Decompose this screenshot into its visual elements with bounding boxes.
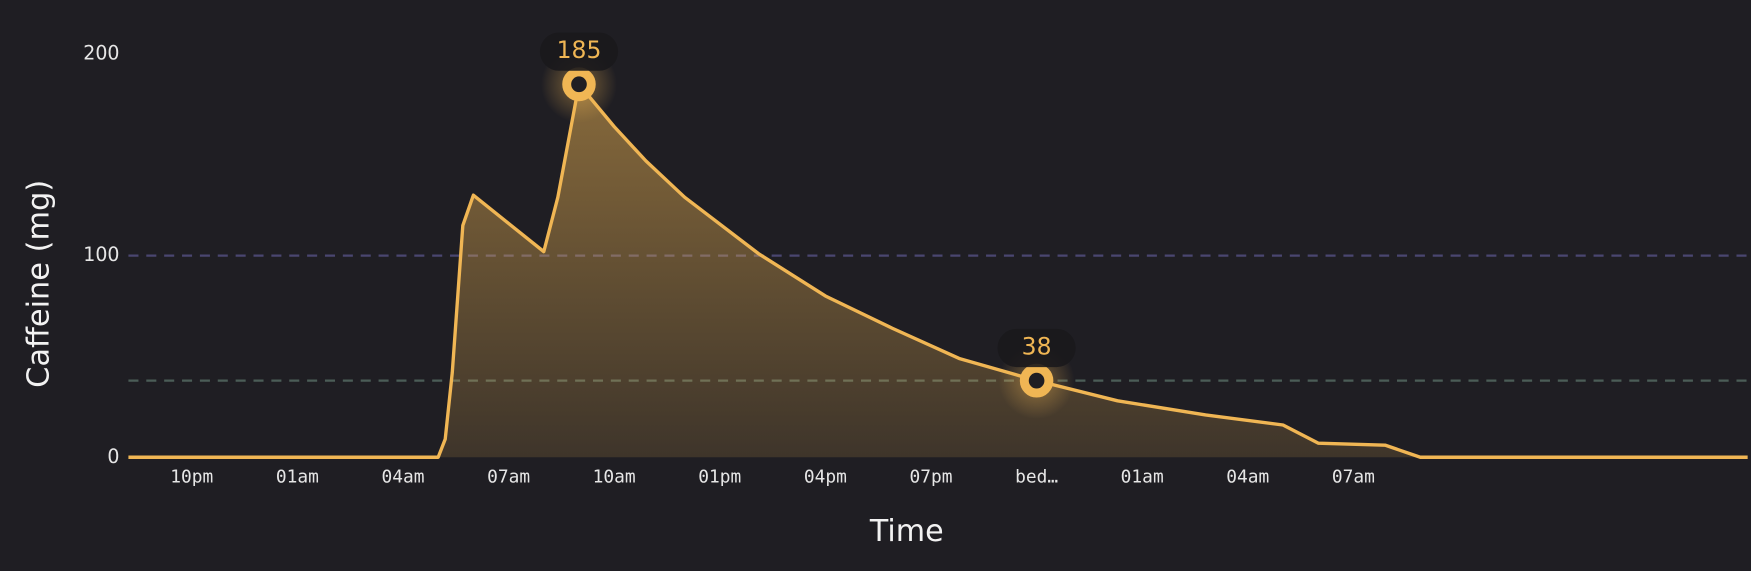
marker [1019, 363, 1054, 398]
x-tick-label: 04am [1226, 466, 1269, 487]
annotation-bg [997, 328, 1076, 368]
x-axis-title: Time [869, 514, 944, 549]
x-tick-label: 01am [276, 466, 319, 487]
annotation-label: 38 [1022, 332, 1052, 360]
y-tick-label: 0 [107, 446, 119, 468]
x-tick-label: 10pm [170, 466, 213, 487]
area [128, 84, 1748, 458]
x-tick-label: 07am [487, 466, 530, 487]
x-tick-label: 07am [1332, 466, 1375, 487]
x-tick-label: bed… [1015, 466, 1058, 487]
annotation-label: 185 [557, 36, 602, 64]
x-tick-label: 01am [1121, 466, 1164, 487]
x-tick-label: 07pm [909, 466, 952, 487]
y-axis-title: Caffeine (mg) [22, 180, 57, 388]
x-tick-label: 01pm [698, 466, 741, 487]
annotation-bg [539, 32, 619, 71]
line [128, 82, 1748, 459]
y-tick-label: 100 [83, 244, 119, 266]
marker [562, 67, 596, 102]
x-tick-label: 04pm [804, 466, 847, 487]
y-tick-label: 200 [83, 43, 119, 65]
x-tick-label: 10am [593, 466, 636, 487]
x-tick-label: 04am [381, 466, 424, 487]
